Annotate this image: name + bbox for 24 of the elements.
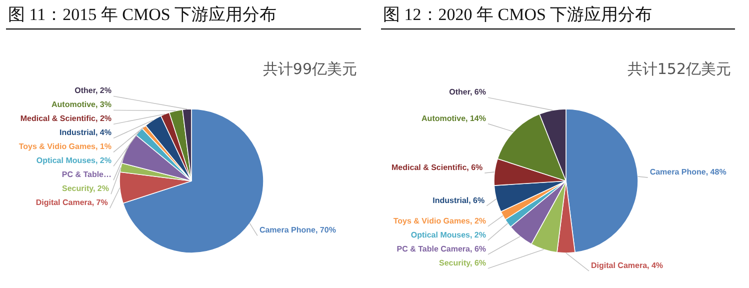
slice-label: Optical Mouses, 2% (36, 156, 112, 166)
slice-label: Toys & Vidio Games, 1% (18, 142, 112, 152)
slice-label: Industrial, 4% (59, 128, 112, 138)
text: 共计152亿美元 (627, 60, 731, 78)
chart-title: 图 11：2015 年 CMOS 下游应用分布 (8, 5, 277, 24)
text: 共计99亿美元 (262, 60, 357, 78)
slice-label: Medical & Scientific, 6% (392, 162, 483, 172)
slice-label: PC & Table… (62, 170, 112, 180)
slice-label: PC & Table Camera, 6% (396, 244, 486, 254)
slice-label: Other, 6% (449, 88, 486, 97)
slice-label: Optical Mouses, 2% (410, 230, 486, 240)
chart-title: 图 12：2020 年 CMOS 下游应用分布 (383, 5, 652, 24)
slice-label: Toys & Vidio Games, 2% (393, 216, 486, 226)
slice-label: Industrial, 6% (432, 196, 485, 205)
slice-label: Automotive, 14% (422, 114, 486, 123)
slice-label: Digital Camera, 4% (591, 261, 664, 270)
slice-label: Camera Phone, 48% (650, 167, 726, 176)
slice-label: Medical & Scientific, 2% (20, 114, 112, 124)
slice-label: Automotive, 3% (51, 100, 112, 110)
slice-label: Security, 2% (62, 184, 109, 194)
slice-label: Other, 2% (74, 86, 112, 96)
slice-label: Camera Phone, 70% (259, 226, 336, 235)
slice-label: Security, 6% (439, 258, 486, 268)
slice-label: Digital Camera, 7% (36, 198, 108, 208)
